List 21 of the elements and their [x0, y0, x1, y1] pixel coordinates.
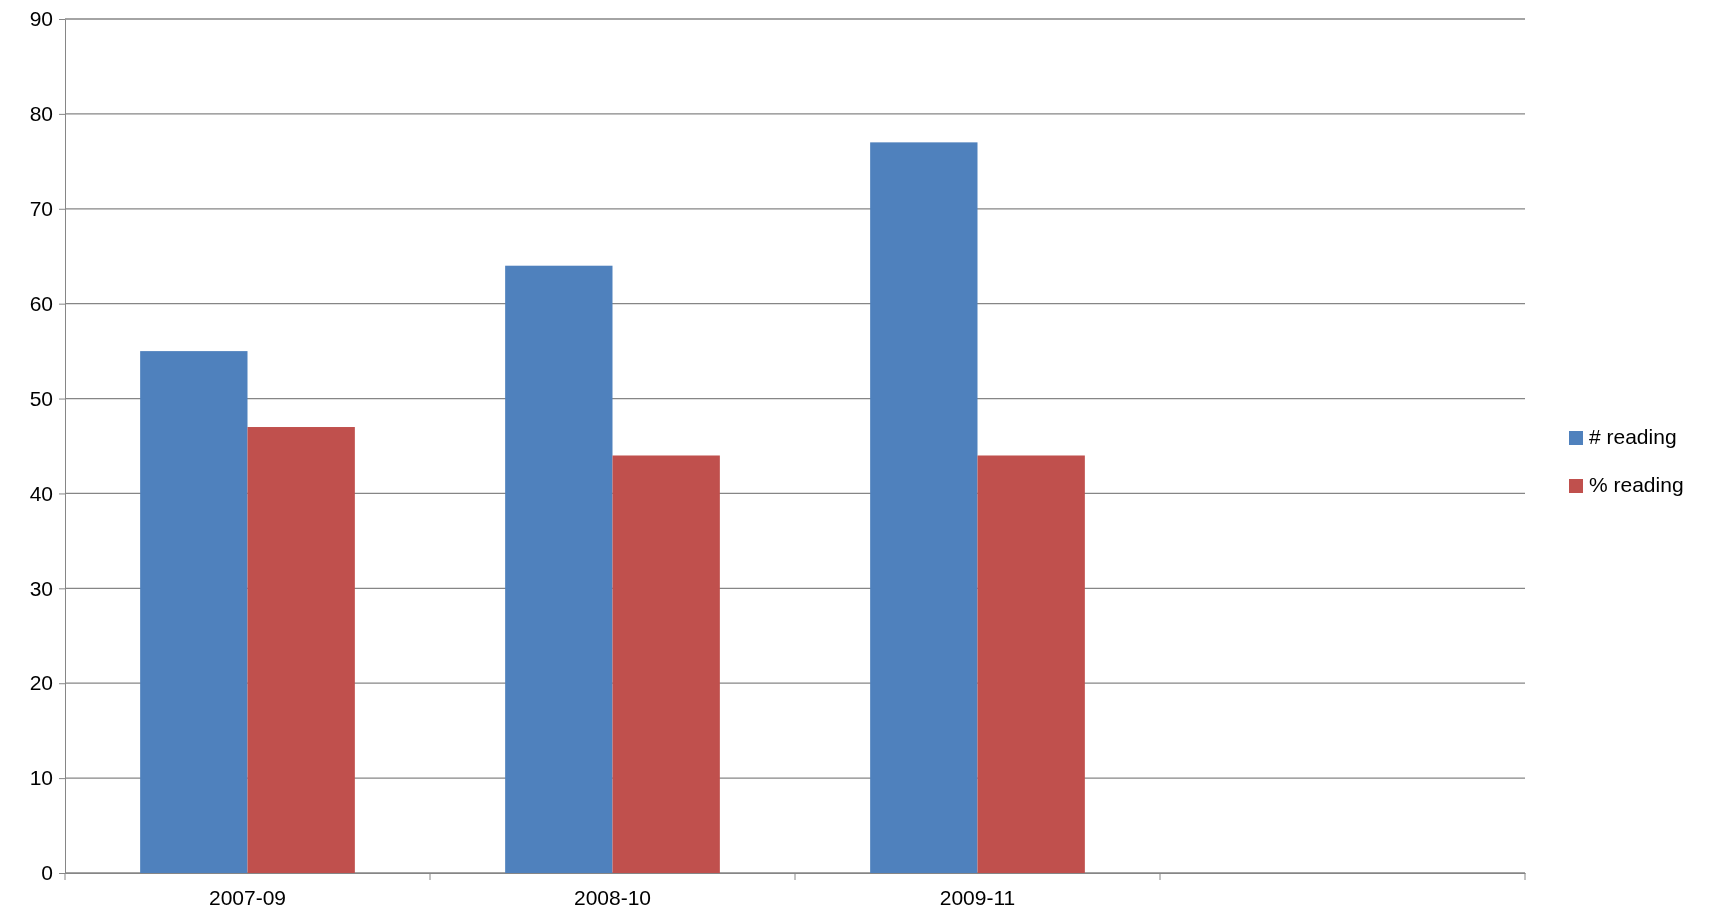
- y-tick-label: 30: [29, 576, 53, 600]
- y-tick-label: 90: [29, 7, 53, 31]
- y-tick-label: 10: [29, 766, 53, 790]
- bar: [612, 455, 720, 873]
- y-tick-label: 0: [41, 861, 53, 885]
- y-tick-label: 40: [29, 481, 53, 505]
- x-tick-label: 2007-09: [208, 886, 287, 910]
- bar: [870, 142, 978, 873]
- bar: [505, 265, 613, 873]
- y-tick-label: 80: [29, 102, 53, 126]
- bar: [140, 351, 248, 873]
- x-tick-label: 2008-10: [573, 886, 652, 910]
- y-tick-label: 20: [29, 671, 53, 695]
- x-tick-label: 2009-11: [939, 886, 1016, 910]
- y-tick-label: 70: [29, 197, 53, 220]
- bar: [977, 455, 1085, 873]
- bar: [247, 427, 355, 873]
- y-tick-label: 60: [29, 291, 53, 315]
- legend-label: % reading: [1589, 473, 1684, 496]
- legend-label: # reading: [1589, 425, 1677, 448]
- y-tick-label: 50: [29, 386, 53, 410]
